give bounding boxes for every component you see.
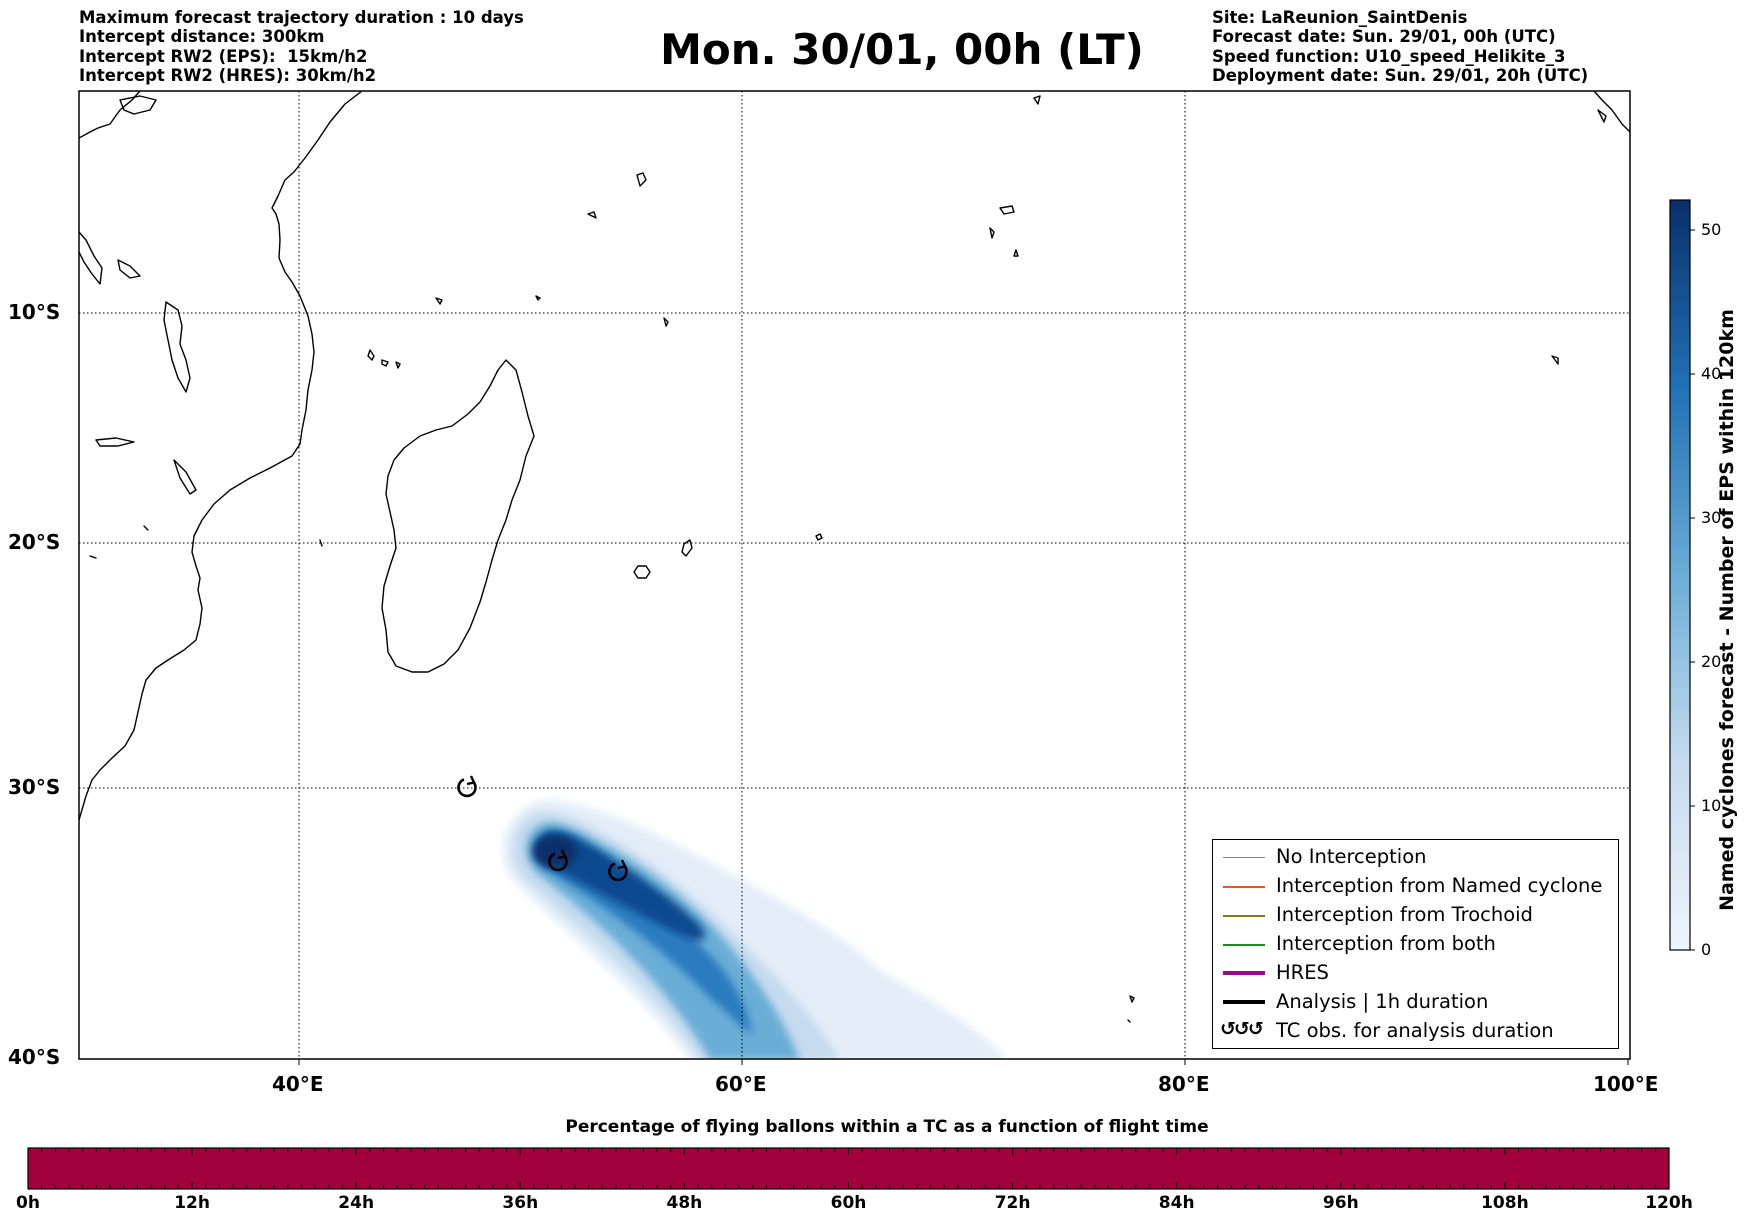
legend-item-no-interception: No Interception xyxy=(1213,843,1618,872)
site-info: Site: LaReunion_SaintDenis Forecast date… xyxy=(1212,8,1588,86)
flight-time-label: 0h xyxy=(16,1193,40,1213)
legend-item-analysis: Analysis | 1h duration xyxy=(1213,988,1618,1017)
deployment-date: Deployment date: Sun. 29/01, 20h (UTC) xyxy=(1212,66,1589,86)
speed-function: Speed function: U10_speed_Helikite_3 xyxy=(1212,46,1566,66)
param-rw2-hres: Intercept RW2 (HRES): 30km/h2 xyxy=(79,66,377,86)
top-left-coast xyxy=(79,91,141,139)
tc-marker-icon xyxy=(548,849,568,872)
flight-time-label: 96h xyxy=(1322,1193,1359,1213)
mauritius-island xyxy=(681,539,693,557)
eps-colorbar xyxy=(1669,199,1695,951)
colorbar-tick: 40 xyxy=(1701,364,1722,383)
lon-label: 80°E xyxy=(1158,1072,1210,1096)
colorbar-tick: 30 xyxy=(1701,508,1722,527)
sumatra-coast xyxy=(1593,91,1630,133)
flight-time-label: 60h xyxy=(830,1193,867,1213)
eps-density-plume xyxy=(503,800,1007,1059)
flight-time-label: 36h xyxy=(502,1193,539,1213)
lat-label: 20°S xyxy=(8,530,61,554)
colorbar-label: Named cyclones forecast - Number of EPS … xyxy=(1716,309,1738,911)
flight-time-label: 12h xyxy=(174,1193,210,1213)
graticule xyxy=(79,91,1630,1059)
colorbar-tick: 50 xyxy=(1701,220,1722,239)
tc-obs-icon: ↺↺↺ xyxy=(1220,1018,1264,1040)
horn-coast xyxy=(79,231,103,285)
flight-time-label: 72h xyxy=(994,1193,1031,1213)
legend-item-trochoid: Interception from Trochoid xyxy=(1213,901,1618,930)
africa-coast xyxy=(79,91,363,821)
lon-label: 100°E xyxy=(1593,1072,1659,1096)
legend-item-named-cyclone: Interception from Named cyclone xyxy=(1213,872,1618,901)
legend-item-hres: HRES xyxy=(1213,959,1618,988)
colorbar-tick: 10 xyxy=(1701,796,1722,815)
lat-label: 40°S xyxy=(8,1045,61,1069)
flight-time-bar xyxy=(27,1147,1670,1190)
tc-marker-icon xyxy=(457,775,477,798)
map-legend: No Interception Interception from Named … xyxy=(1212,839,1619,1049)
flight-time-label: 48h xyxy=(666,1193,703,1213)
madagascar-coast xyxy=(381,359,535,673)
map-title: Mon. 30/01, 00h (LT) xyxy=(660,25,1144,74)
legend-item-both: Interception from both xyxy=(1213,930,1618,959)
flight-time-label: 24h xyxy=(338,1193,375,1213)
forecast-date: Forecast date: Sun. 29/01, 00h (UTC) xyxy=(1212,27,1556,47)
lon-label: 40°E xyxy=(272,1072,324,1096)
tc-marker-icon xyxy=(608,859,628,882)
map-frame xyxy=(78,90,1631,1060)
forecast-parameters: Maximum forecast trajectory duration : 1… xyxy=(79,8,524,86)
lat-label: 10°S xyxy=(8,300,61,324)
coastlines xyxy=(79,91,1630,1023)
legend-item-tc-obs: ↺↺↺ TC obs. for analysis duration xyxy=(1220,1018,1554,1042)
tc-observations xyxy=(457,775,628,882)
site-name: Site: LaReunion_SaintDenis xyxy=(1212,8,1468,27)
flight-time-label: 84h xyxy=(1158,1193,1195,1213)
flight-time-label: 108h xyxy=(1481,1193,1529,1213)
param-intercept-distance: Intercept distance: 300km xyxy=(79,27,325,47)
flight-time-title: Percentage of flying ballons within a TC… xyxy=(565,1117,1209,1137)
lon-label: 60°E xyxy=(715,1072,767,1096)
param-rw2-eps: Intercept RW2 (EPS): 15km/h2 xyxy=(79,46,368,66)
flight-time-label: 120h xyxy=(1645,1193,1693,1213)
colorbar-tick: 0 xyxy=(1701,940,1712,959)
colorbar-tick: 20 xyxy=(1701,652,1722,671)
reunion-island xyxy=(633,565,651,579)
axis-ticks xyxy=(298,1059,1629,1065)
lat-label: 30°S xyxy=(8,775,61,799)
param-duration: Maximum forecast trajectory duration : 1… xyxy=(79,8,524,27)
